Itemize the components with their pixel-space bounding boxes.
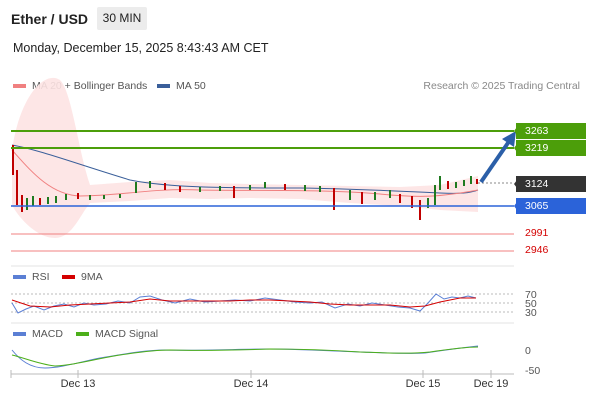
candles: [12, 145, 478, 220]
legend-rsi-ma-label: 9MA: [81, 271, 103, 283]
legend-swatch-icon: [157, 84, 170, 88]
macd-tick-0: 0: [525, 345, 531, 357]
x-tick-label: Dec 15: [406, 378, 441, 390]
legend-swatch-icon: [13, 275, 26, 279]
last-price-tag: 3124: [516, 176, 586, 192]
macd-signal-line: [11, 346, 479, 367]
macd-tick-minus-50: -50: [525, 365, 540, 377]
support-1-label: 2991: [525, 227, 549, 239]
x-tick-label: Dec 13: [61, 378, 96, 390]
legend-rsi-label: RSI: [32, 271, 50, 283]
legend-swatch-icon: [76, 332, 89, 336]
ma50-line: [11, 144, 479, 194]
legend-swatch-icon: [62, 275, 75, 279]
research-credit: Research © 2025 Trading Central: [423, 80, 580, 92]
legend-ma50-label: MA 50: [176, 80, 206, 92]
bollinger-band: [12, 77, 478, 238]
legend-rsi: RSI: [13, 271, 50, 283]
x-tick-label: Dec 19: [474, 378, 509, 390]
forecast-arrow-icon: [479, 131, 516, 184]
legend-swatch-icon: [13, 332, 26, 336]
timestamp: Monday, December 15, 2025 8:43:43 AM CET: [13, 41, 269, 55]
legend-macd: MACD: [13, 328, 63, 340]
rsi-tick-70: 70: [525, 289, 537, 301]
rsi-tick-50: 50: [525, 298, 537, 310]
instrument-title: Ether / USD: [11, 11, 89, 27]
x-tick-label: Dec 14: [234, 378, 269, 390]
support-2-label: 2946: [525, 244, 549, 256]
legend-rsi-ma: 9MA: [62, 271, 103, 283]
rsi-ma-line: [11, 297, 476, 308]
legend-macd-signal-label: MACD Signal: [95, 328, 159, 340]
chart-header: Ether / USD 30 MIN: [0, 0, 590, 36]
rsi-panel: [11, 293, 514, 314]
legend-macd-label: MACD: [32, 328, 63, 340]
macd-panel: [11, 345, 479, 369]
legend-macd-signal: MACD Signal: [76, 328, 158, 340]
interval-badge[interactable]: 30 MIN: [97, 7, 147, 30]
legend-ma50: MA 50: [157, 80, 206, 92]
resistance-2-tag: 3263: [516, 123, 586, 139]
legend-swatch-icon: [13, 84, 26, 88]
pivot-tag: 3065: [516, 198, 586, 214]
rsi-tick-30: 30: [525, 307, 537, 319]
resistance-1-tag: 3219: [516, 140, 586, 156]
